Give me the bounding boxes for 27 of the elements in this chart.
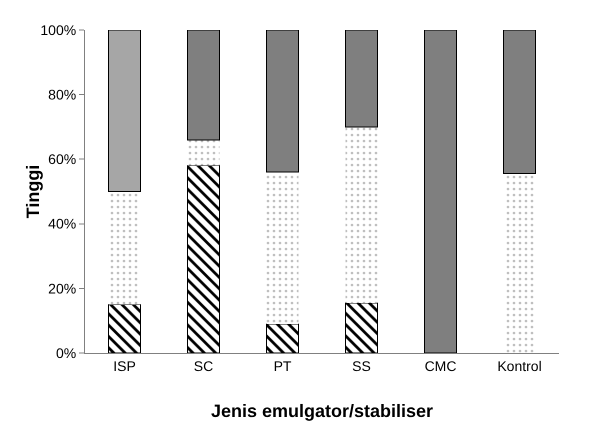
bar <box>188 140 220 166</box>
bar <box>266 323 299 353</box>
bar <box>187 30 220 140</box>
x-tick-label: PT <box>274 358 292 374</box>
y-tick-label: 100% <box>40 22 76 38</box>
bar <box>187 165 220 353</box>
y-tick-label: 80% <box>48 86 76 102</box>
x-tick-label: CMC <box>424 358 456 374</box>
x-axis-title: Jenis emulgator/stabiliser <box>210 401 434 421</box>
x-tick-label: Kontrol <box>497 358 542 374</box>
bar <box>108 30 141 192</box>
x-tick-label: ISP <box>113 358 136 374</box>
y-tick-label: 20% <box>48 280 76 296</box>
x-tick-label: SS <box>352 358 371 374</box>
y-tick-label: 40% <box>48 216 76 232</box>
y-tick-label: 60% <box>48 151 76 168</box>
bar <box>108 192 140 305</box>
bar <box>266 30 299 173</box>
bar <box>345 30 378 128</box>
bar <box>504 174 536 353</box>
bar <box>346 126 378 303</box>
y-axis-title: Tinggi <box>23 164 43 218</box>
bar <box>503 30 536 174</box>
x-tick-label: SC <box>194 358 214 374</box>
y-tick-label: 0% <box>56 344 76 361</box>
bar <box>345 302 378 353</box>
bar <box>108 304 141 353</box>
